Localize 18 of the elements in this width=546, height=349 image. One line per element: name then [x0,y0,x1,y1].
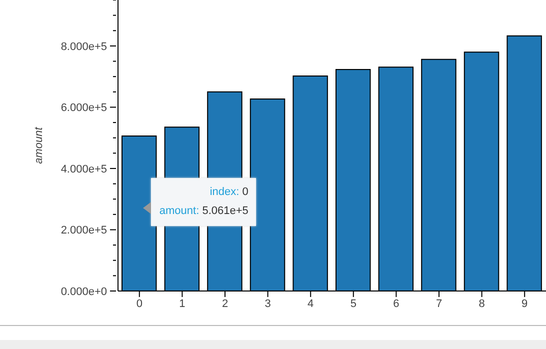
annotation: amount: 5.061e+5 [159,204,248,217]
y-tick-label: 8.000e+5 [60,40,107,53]
y-axis-title: amount [32,126,45,164]
x-tick-label: 6 [393,298,400,310]
y-tick-label: 4.000e+5 [60,163,107,176]
x-tick-label: 2 [222,298,228,310]
x-tick-label: 5 [350,298,356,310]
x-tick-label: 1 [179,298,186,310]
x-tick-label: 9 [522,298,528,310]
annotation: index: 0 [210,186,248,198]
y-tick-label: 6.000e+5 [60,102,107,114]
x-tick-label: 0 [136,298,142,310]
x-tick-label: 4 [308,298,314,310]
y-tick-label: 2.000e+5 [60,224,107,237]
y-tick-label: 0.000e+0 [60,286,107,298]
x-tick-label: 3 [264,298,271,310]
x-tick-label: 7 [436,298,442,310]
x-tick-label: 8 [478,298,485,310]
